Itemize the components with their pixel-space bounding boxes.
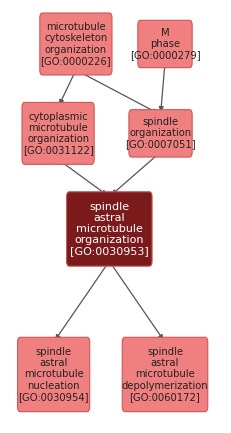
Text: spindle
organization
[GO:0007051]: spindle organization [GO:0007051] xyxy=(125,117,195,149)
FancyBboxPatch shape xyxy=(128,110,191,157)
FancyBboxPatch shape xyxy=(66,192,152,266)
Text: spindle
astral
microtubule
organization
[GO:0030953]: spindle astral microtubule organization … xyxy=(70,202,148,256)
Text: spindle
astral
microtubule
nucleation
[GO:0030954]: spindle astral microtubule nucleation [G… xyxy=(18,347,88,402)
FancyBboxPatch shape xyxy=(18,337,89,412)
Text: spindle
astral
microtubule
depolymerization
[GO:0060172]: spindle astral microtubule depolymerizat… xyxy=(121,347,207,402)
Text: M
phase
[GO:0000279]: M phase [GO:0000279] xyxy=(129,28,199,60)
FancyBboxPatch shape xyxy=(40,13,112,75)
Text: microtubule
cytoskeleton
organization
[GO:0000226]: microtubule cytoskeleton organization [G… xyxy=(40,22,111,66)
FancyBboxPatch shape xyxy=(22,102,94,165)
Text: cytoplasmic
microtubule
organization
[GO:0031122]: cytoplasmic microtubule organization [GO… xyxy=(23,112,93,155)
FancyBboxPatch shape xyxy=(137,20,191,68)
FancyBboxPatch shape xyxy=(122,337,207,412)
